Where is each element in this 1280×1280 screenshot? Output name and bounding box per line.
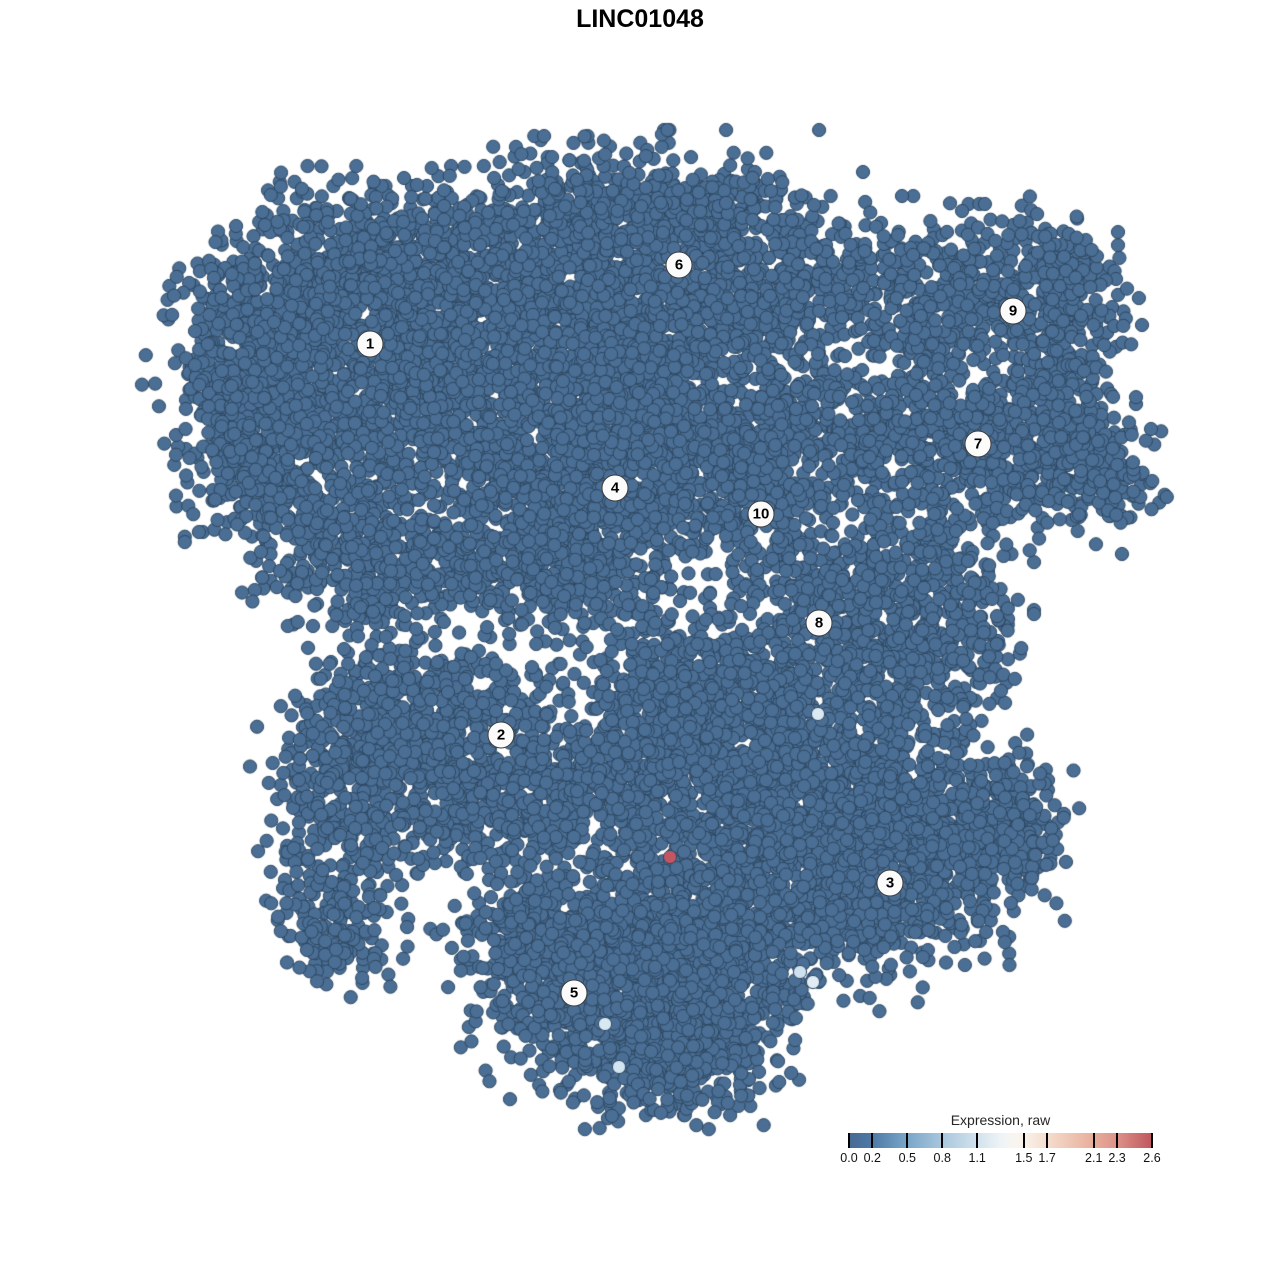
legend-tick <box>1046 1133 1049 1148</box>
cluster-label-8: 8 <box>805 609 833 637</box>
cluster-label-5: 5 <box>560 979 588 1007</box>
cluster-label-2: 2 <box>487 721 515 749</box>
cluster-label-1: 1 <box>356 330 384 358</box>
cluster-label-3: 3 <box>876 869 904 897</box>
legend-title: Expression, raw <box>950 1112 1051 1128</box>
legend-tick <box>976 1133 979 1148</box>
cluster-label-9: 9 <box>999 297 1027 325</box>
expression-legend: Expression, raw 0.0 0.2 0.5 0.8 1.1 1.5 1.7 2.1… <box>840 1112 1160 1166</box>
legend-tick-label: 1.7 <box>1038 1151 1056 1165</box>
legend-tick-label: 2.3 <box>1108 1151 1126 1165</box>
legend-tick-label: 0.8 <box>933 1151 951 1165</box>
legend-tick <box>1116 1133 1119 1148</box>
legend-tick <box>941 1133 944 1148</box>
legend-tick <box>871 1133 874 1148</box>
cluster-label-6: 6 <box>665 251 693 279</box>
cluster-label-10: 10 <box>747 500 775 528</box>
legend-colorbar <box>848 1133 1153 1148</box>
legend-tick-label: 0.0 <box>840 1151 858 1165</box>
legend-tick-label: 0.2 <box>863 1151 881 1165</box>
legend-tick <box>1151 1133 1153 1148</box>
legend-tick-label: 2.6 <box>1143 1151 1161 1165</box>
legend-tick-label: 0.5 <box>898 1151 916 1165</box>
legend-tick <box>906 1133 909 1148</box>
legend-tick <box>1092 1133 1095 1148</box>
legend-tick-label: 1.5 <box>1015 1151 1033 1165</box>
legend-tick <box>848 1133 850 1148</box>
legend-tick-labels: 0.0 0.2 0.5 0.8 1.1 1.5 1.7 2.1 2.3 2.6 <box>840 1151 1160 1166</box>
legend-tick <box>1022 1133 1025 1148</box>
cluster-label-4: 4 <box>601 474 629 502</box>
legend-tick-label: 1.1 <box>968 1151 986 1165</box>
cluster-label-7: 7 <box>964 430 992 458</box>
legend-tick-label: 2.1 <box>1085 1151 1103 1165</box>
